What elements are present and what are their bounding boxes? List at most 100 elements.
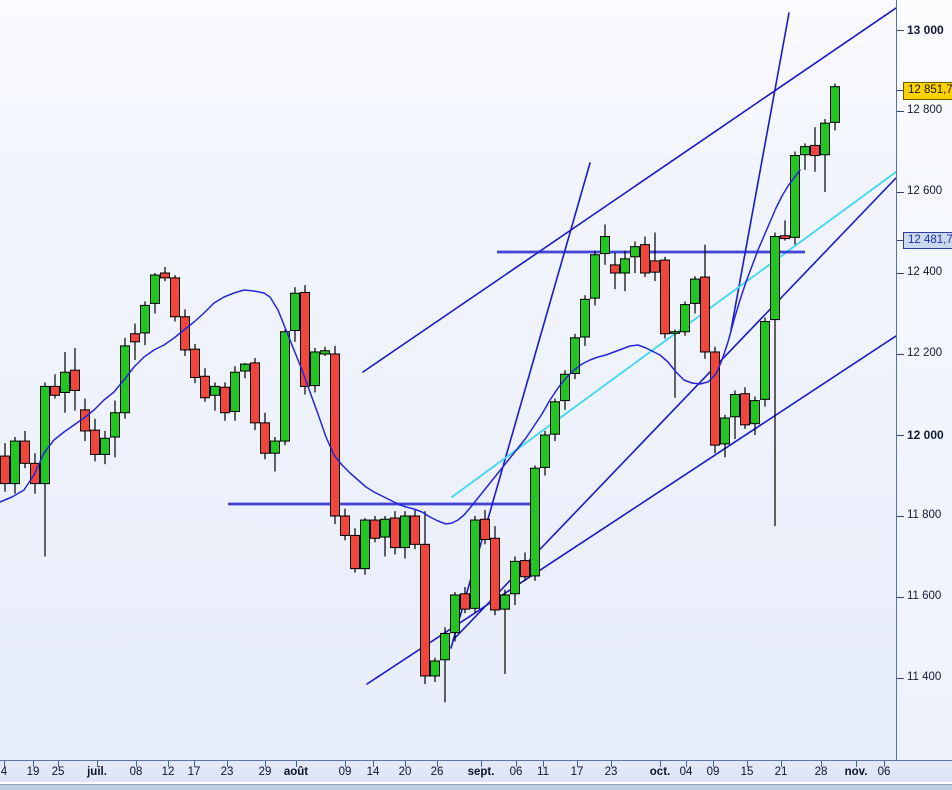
- candlestick[interactable]: [160, 266, 170, 282]
- candlestick[interactable]: [680, 301, 690, 336]
- candlestick[interactable]: [230, 366, 240, 421]
- candlestick[interactable]: [810, 127, 820, 172]
- date-axis[interactable]: 4 19 25 juil. 08 12 17 23 29 août 09 14 20 26 sept. 06 1…: [0, 760, 952, 784]
- candlestick[interactable]: [600, 224, 610, 265]
- candlestick[interactable]: [490, 526, 500, 616]
- candlestick[interactable]: [100, 430, 110, 465]
- candlestick[interactable]: [280, 329, 290, 446]
- candlestick[interactable]: [90, 418, 100, 462]
- candlestick[interactable]: [590, 250, 600, 306]
- candlestick[interactable]: [570, 333, 580, 380]
- candlestick[interactable]: [550, 398, 560, 442]
- candlestick[interactable]: [510, 556, 520, 606]
- candlestick[interactable]: [180, 309, 190, 357]
- marker-price-tag[interactable]: 12 481,7: [903, 231, 952, 250]
- candlestick[interactable]: [420, 511, 430, 685]
- candlestick[interactable]: [200, 368, 210, 402]
- candlestick[interactable]: [270, 437, 280, 472]
- price-axis[interactable]: 13 000 12 800 12 600 12 400 12 200 12 000 11 8…: [896, 0, 952, 760]
- candlestick[interactable]: [410, 509, 420, 550]
- candlestick[interactable]: [750, 396, 760, 435]
- candlestick[interactable]: [460, 586, 470, 614]
- price-tick-label: 11 400: [907, 671, 942, 683]
- candlestick[interactable]: [730, 390, 740, 440]
- candlestick[interactable]: [770, 232, 780, 527]
- marker-price-tick: [897, 239, 904, 241]
- candlestick[interactable]: [0, 443, 10, 492]
- candlestick[interactable]: [250, 358, 260, 431]
- candlestick[interactable]: [170, 275, 180, 322]
- candlestick[interactable]: [830, 83, 840, 131]
- candlestick[interactable]: [800, 143, 810, 170]
- candlestick[interactable]: [400, 511, 410, 559]
- candlestick[interactable]: [240, 362, 250, 379]
- candlestick[interactable]: [670, 329, 680, 398]
- date-tick-label: 14: [366, 766, 380, 778]
- date-tick-label: oct.: [649, 766, 671, 778]
- candlestick[interactable]: [140, 301, 150, 346]
- candlestick[interactable]: [130, 323, 140, 361]
- candlestick[interactable]: [710, 346, 720, 454]
- rising-channel-upper[interactable]: [362, 7, 896, 373]
- candlestick[interactable]: [630, 241, 640, 273]
- candlestick[interactable]: [660, 256, 670, 339]
- candlestick[interactable]: [150, 273, 160, 314]
- rising-channel-lower[interactable]: [366, 335, 896, 685]
- candlestick[interactable]: [540, 430, 550, 476]
- candlestick[interactable]: [520, 552, 530, 581]
- candlestick[interactable]: [10, 437, 20, 494]
- steep-trendline-2[interactable]: [730, 12, 790, 331]
- candle-body: [550, 401, 560, 435]
- candlestick[interactable]: [480, 509, 490, 545]
- candlestick[interactable]: [760, 317, 770, 407]
- candle-body: [450, 594, 460, 634]
- candlestick[interactable]: [820, 119, 830, 192]
- chart-plot-area[interactable]: [0, 0, 896, 760]
- cyan-support-trendline[interactable]: [451, 171, 896, 498]
- candlestick[interactable]: [50, 374, 60, 399]
- candlestick[interactable]: [20, 430, 30, 469]
- price-tick: [897, 516, 904, 517]
- candlestick[interactable]: [290, 287, 300, 342]
- candlestick[interactable]: [580, 295, 590, 346]
- candlestick[interactable]: [190, 343, 200, 384]
- candlestick[interactable]: [210, 382, 220, 411]
- candlestick[interactable]: [610, 252, 620, 290]
- candlestick[interactable]: [780, 220, 790, 241]
- candlestick[interactable]: [530, 465, 540, 581]
- candlestick[interactable]: [440, 627, 450, 703]
- candlestick[interactable]: [220, 382, 230, 421]
- candlestick[interactable]: [370, 516, 380, 543]
- candlestick[interactable]: [310, 347, 320, 393]
- candlestick[interactable]: [110, 400, 120, 458]
- candlestick[interactable]: [640, 236, 650, 278]
- candlestick[interactable]: [390, 511, 400, 555]
- candlestick[interactable]: [40, 382, 50, 557]
- candlestick[interactable]: [500, 589, 510, 674]
- moving-average-line[interactable]: [0, 169, 801, 525]
- candlestick[interactable]: [60, 351, 70, 413]
- candlestick[interactable]: [260, 412, 270, 460]
- candlestick[interactable]: [70, 347, 80, 411]
- candlestick[interactable]: [720, 414, 730, 458]
- candlestick[interactable]: [350, 528, 360, 573]
- candlestick[interactable]: [360, 518, 370, 575]
- candlestick[interactable]: [340, 508, 350, 541]
- candlestick[interactable]: [790, 151, 800, 245]
- candlestick[interactable]: [700, 244, 710, 359]
- candlestick[interactable]: [560, 370, 570, 410]
- candlestick[interactable]: [380, 516, 390, 557]
- last-price-tag[interactable]: 12 851,7: [903, 82, 952, 100]
- candle-body: [150, 274, 160, 304]
- bottom-toolbar-partial[interactable]: [0, 784, 952, 790]
- candlestick[interactable]: [450, 592, 460, 642]
- candlestick[interactable]: [320, 346, 330, 357]
- candlestick[interactable]: [620, 250, 630, 292]
- candlestick[interactable]: [740, 387, 750, 429]
- candlestick[interactable]: [430, 657, 440, 683]
- candlestick[interactable]: [470, 516, 480, 614]
- candlestick[interactable]: [330, 345, 340, 525]
- candlestick[interactable]: [650, 232, 660, 282]
- price-tick-label: 12 200: [907, 347, 943, 359]
- candlestick[interactable]: [690, 276, 700, 314]
